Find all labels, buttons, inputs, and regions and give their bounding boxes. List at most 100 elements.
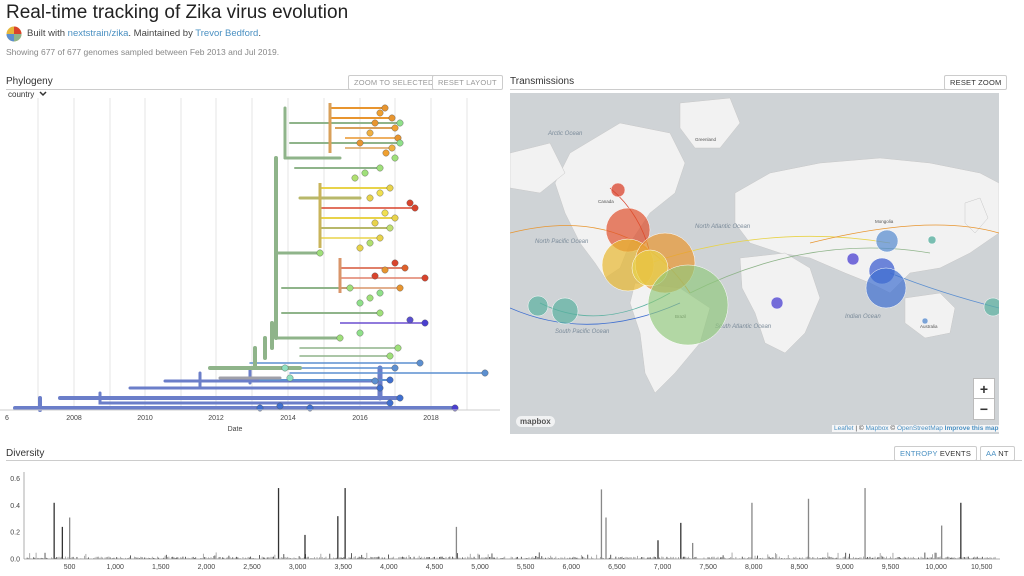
improve-map-link[interactable]: Improve this map bbox=[944, 425, 999, 432]
entropy-bar-noise bbox=[270, 556, 272, 559]
map-attribution: Leaflet | © Mapbox © OpenStreetMap Impro… bbox=[832, 425, 1001, 432]
entropy-bar-noise bbox=[445, 556, 447, 559]
entropy-events-toggle[interactable]: ENTROPY EVENTS bbox=[894, 446, 978, 461]
leaflet-link[interactable]: Leaflet bbox=[834, 425, 854, 432]
entropy-bar-noise bbox=[814, 558, 816, 559]
aa-nt-toggle[interactable]: AA NT bbox=[980, 446, 1015, 461]
entropy-bar-noise bbox=[547, 557, 549, 559]
entropy-bar-noise bbox=[237, 557, 239, 559]
color-by-select[interactable]: country bbox=[8, 90, 47, 99]
phylogeny-divider bbox=[6, 89, 494, 90]
entropy-bar-noise bbox=[325, 556, 327, 559]
entropy-bar-noise bbox=[978, 557, 979, 559]
entropy-bar-noise bbox=[215, 552, 217, 559]
entropy-option[interactable]: ENTROPY bbox=[900, 449, 938, 458]
maintainer-link[interactable]: Trevor Bedford bbox=[195, 28, 259, 39]
phylogeny-tree[interactable]: 6 2008 2010 2012 2014 2016 2018 Date bbox=[0, 98, 500, 438]
zoom-in-button[interactable]: + bbox=[973, 378, 995, 400]
entropy-bar-noise bbox=[557, 558, 559, 559]
entropy-bar-noise bbox=[218, 557, 220, 559]
maintained-suffix: . bbox=[258, 28, 261, 39]
entropy-bar-noise bbox=[768, 556, 770, 559]
entropy-bar-noise bbox=[494, 557, 495, 559]
entropy-bar-noise bbox=[817, 557, 819, 559]
osm-link[interactable]: OpenStreetMap bbox=[896, 425, 943, 432]
entropy-bar-noise bbox=[784, 558, 785, 559]
x-tick-label: 9,000 bbox=[836, 564, 854, 571]
entropy-bar-noise bbox=[681, 557, 683, 559]
entropy-bar-noise bbox=[342, 557, 343, 559]
entropy-bar-peak bbox=[960, 502, 962, 559]
entropy-bar-noise bbox=[449, 556, 451, 559]
entropy-bar-noise bbox=[850, 558, 852, 559]
entropy-bar-noise bbox=[329, 553, 331, 559]
entropy-bar-noise bbox=[648, 557, 650, 559]
entropy-bar-noise bbox=[769, 557, 771, 559]
entropy-bar-noise bbox=[596, 554, 598, 559]
entropy-bar-noise bbox=[888, 558, 890, 559]
entropy-bar-noise bbox=[95, 556, 97, 559]
events-option[interactable]: EVENTS bbox=[939, 449, 972, 458]
entropy-bar-noise bbox=[333, 557, 335, 559]
aa-option[interactable]: AA bbox=[986, 449, 996, 458]
zoom-out-button[interactable]: − bbox=[973, 398, 995, 420]
diversity-chart[interactable]: 0.0 0.2 0.4 0.6 500 1,000 1,500 2,000 2,500 3,00… bbox=[0, 462, 1024, 576]
entropy-bar-noise bbox=[441, 556, 443, 559]
entropy-bar-noise bbox=[950, 557, 951, 559]
entropy-bar-noise bbox=[870, 558, 872, 559]
entropy-bar-noise bbox=[867, 556, 868, 559]
entropy-bar-noise bbox=[457, 553, 458, 559]
entropy-bar-noise bbox=[340, 557, 342, 559]
entropy-bar-noise bbox=[268, 557, 269, 559]
place-label-mongolia: Mongolia bbox=[875, 219, 894, 224]
entropy-bar-noise bbox=[952, 557, 954, 559]
entropy-bar-noise bbox=[229, 557, 231, 559]
entropy-bar-noise bbox=[232, 557, 234, 559]
entropy-bar-noise bbox=[852, 556, 854, 559]
entropy-bar-noise bbox=[428, 557, 430, 559]
entropy-bar-noise bbox=[564, 556, 566, 559]
entropy-bar-noise bbox=[85, 553, 87, 559]
reset-layout-button[interactable]: RESET LAYOUT bbox=[432, 75, 503, 90]
transmissions-map[interactable]: Arctic Ocean North Pacific Ocean North A… bbox=[510, 93, 999, 434]
entropy-bar-noise bbox=[464, 557, 466, 559]
entropy-bar-noise bbox=[367, 558, 369, 559]
entropy-bar-noise bbox=[878, 557, 880, 559]
entropy-bar-noise bbox=[339, 557, 341, 559]
reset-zoom-button[interactable]: RESET ZOOM bbox=[944, 75, 1008, 90]
nextstrain-zika-link[interactable]: nextstrain/zika bbox=[67, 28, 129, 39]
place-label-canada: Canada bbox=[598, 199, 614, 204]
entropy-bar-noise bbox=[874, 556, 876, 559]
entropy-bar-peak bbox=[864, 488, 866, 559]
place-label-greenland: Greenland bbox=[695, 137, 717, 142]
nt-option[interactable]: NT bbox=[998, 449, 1009, 458]
entropy-bar-noise bbox=[587, 554, 589, 559]
entropy-bar-noise bbox=[975, 557, 977, 559]
entropy-bar-noise bbox=[746, 558, 748, 559]
entropy-bar-noise bbox=[652, 557, 654, 559]
entropy-bar-noise bbox=[408, 555, 410, 559]
entropy-bar-noise bbox=[517, 556, 518, 559]
entropy-bar-noise bbox=[371, 557, 373, 559]
entropy-bar-noise bbox=[84, 555, 86, 559]
entropy-bar-noise bbox=[863, 556, 864, 559]
entropy-bar-noise bbox=[145, 557, 147, 559]
entropy-bar-noise bbox=[164, 555, 166, 559]
entropy-bar-noise bbox=[478, 554, 480, 559]
entropy-bar-noise bbox=[729, 558, 730, 559]
entropy-bar-noise bbox=[250, 556, 252, 559]
entropy-bar-noise bbox=[716, 557, 718, 559]
zoom-to-selected-button[interactable]: ZOOM TO SELECTED bbox=[348, 75, 440, 90]
entropy-bar-noise bbox=[210, 557, 212, 559]
entropy-bar-peak bbox=[600, 489, 603, 559]
entropy-bar-noise bbox=[928, 557, 930, 559]
entropy-bar-noise bbox=[661, 556, 663, 559]
x-tick-label: 8,000 bbox=[745, 564, 763, 571]
mapbox-link[interactable]: Mapbox bbox=[865, 425, 889, 432]
entropy-bar-noise bbox=[993, 557, 995, 559]
entropy-bar-noise bbox=[611, 558, 613, 559]
transmissions-title: Transmissions bbox=[510, 76, 575, 87]
entropy-bar-noise bbox=[642, 557, 644, 559]
entropy-bar-noise bbox=[924, 552, 926, 559]
entropy-bar-noise bbox=[264, 557, 266, 559]
